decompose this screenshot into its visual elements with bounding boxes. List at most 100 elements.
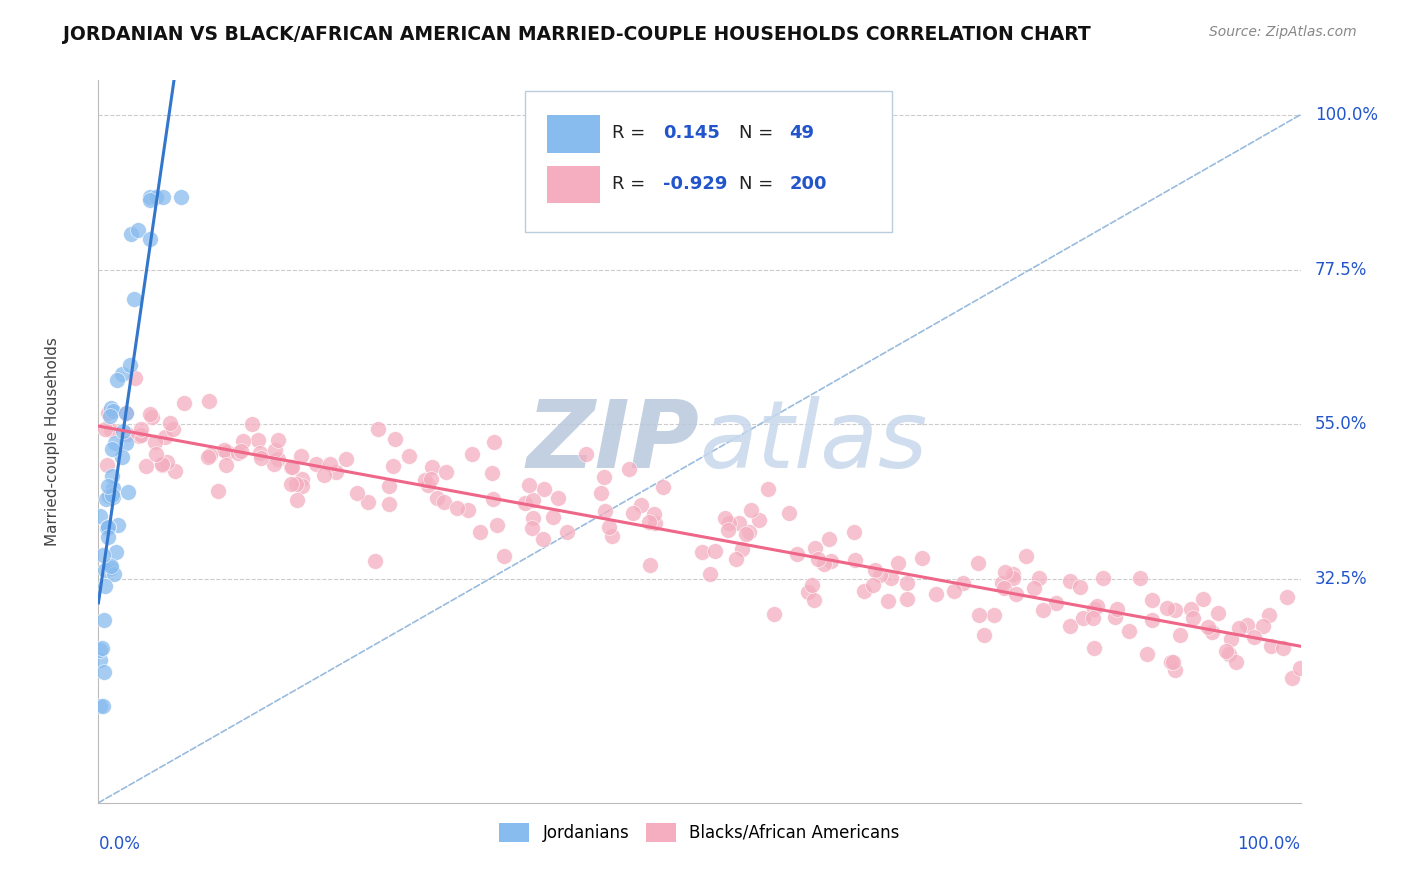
Point	[1156, 601, 1178, 615]
Point	[162, 421, 184, 435]
Point	[280, 459, 302, 474]
Point	[100, 401, 122, 415]
Point	[820, 554, 842, 568]
Point	[103, 481, 125, 495]
Point	[983, 607, 1005, 622]
Point	[1182, 611, 1205, 625]
Point	[1015, 549, 1038, 564]
Point	[652, 480, 675, 494]
Point	[433, 495, 456, 509]
Point	[522, 511, 544, 525]
Point	[862, 578, 884, 592]
Point	[263, 457, 285, 471]
Point	[143, 434, 166, 449]
Text: N =: N =	[740, 175, 779, 193]
Point	[1083, 601, 1105, 615]
Point	[267, 434, 290, 448]
Point	[207, 483, 229, 498]
Point	[378, 479, 401, 493]
Point	[460, 447, 482, 461]
Point	[717, 524, 740, 538]
Point	[215, 458, 238, 472]
Text: 77.5%: 77.5%	[1315, 260, 1368, 278]
Point	[738, 524, 761, 539]
Point	[517, 478, 540, 492]
Point	[547, 491, 569, 506]
Point	[740, 502, 762, 516]
Point	[804, 541, 827, 556]
Point	[818, 533, 841, 547]
Point	[93, 699, 115, 714]
Point	[104, 435, 127, 450]
Point	[485, 518, 508, 533]
Text: 49: 49	[790, 124, 814, 142]
Text: 55.0%: 55.0%	[1315, 416, 1368, 434]
Point	[384, 432, 406, 446]
Point	[468, 524, 491, 539]
Point	[1161, 655, 1184, 669]
Point	[1227, 621, 1250, 635]
Point	[1260, 639, 1282, 653]
Point	[1142, 593, 1164, 607]
Point	[482, 435, 505, 450]
Point	[110, 450, 132, 464]
Point	[94, 579, 117, 593]
Point	[896, 576, 918, 591]
Point	[89, 653, 111, 667]
Point	[1251, 619, 1274, 633]
Point	[533, 482, 555, 496]
Point	[364, 554, 387, 568]
Point	[280, 477, 302, 491]
Point	[718, 516, 741, 530]
Point	[803, 592, 825, 607]
Point	[1045, 596, 1067, 610]
Point	[1219, 632, 1241, 647]
Point	[896, 592, 918, 607]
Text: atlas: atlas	[699, 396, 928, 487]
Point	[993, 581, 1015, 595]
Point	[1164, 603, 1187, 617]
Point	[724, 552, 747, 566]
Point	[589, 485, 612, 500]
Point	[643, 507, 665, 521]
Point	[89, 508, 111, 523]
Point	[1083, 640, 1105, 655]
Point	[170, 190, 193, 204]
Point	[531, 532, 554, 546]
Point	[967, 607, 990, 622]
Point	[97, 479, 120, 493]
Point	[198, 448, 221, 462]
Text: 100.0%: 100.0%	[1237, 835, 1301, 854]
Point	[115, 427, 138, 442]
Point	[382, 459, 405, 474]
Point	[153, 430, 176, 444]
Point	[93, 665, 115, 679]
Point	[1091, 571, 1114, 585]
Point	[100, 442, 122, 456]
Point	[97, 406, 120, 420]
Point	[267, 452, 290, 467]
Point	[97, 489, 120, 503]
Point	[911, 550, 934, 565]
Point	[1028, 571, 1050, 585]
Point	[598, 519, 620, 533]
Point	[887, 557, 910, 571]
Point	[600, 529, 623, 543]
Point	[139, 407, 162, 421]
Point	[163, 464, 186, 478]
Point	[141, 410, 163, 425]
Point	[124, 370, 146, 384]
Point	[973, 628, 995, 642]
Point	[101, 403, 124, 417]
Point	[378, 497, 401, 511]
Point	[801, 578, 824, 592]
Point	[398, 450, 420, 464]
FancyBboxPatch shape	[547, 115, 600, 153]
Point	[1197, 620, 1219, 634]
Point	[242, 417, 264, 432]
Point	[314, 468, 336, 483]
Text: Source: ZipAtlas.com: Source: ZipAtlas.com	[1209, 25, 1357, 39]
Point	[128, 429, 150, 443]
Point	[690, 545, 713, 559]
Point	[226, 446, 249, 460]
